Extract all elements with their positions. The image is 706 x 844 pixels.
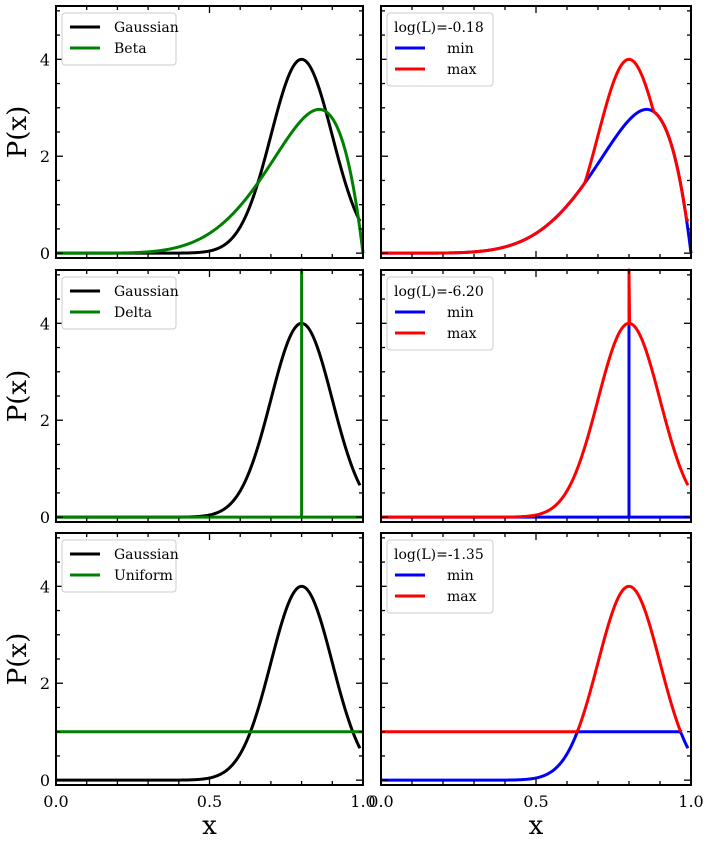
r2-right-legend-label-max: max: [447, 326, 477, 342]
r3-left-xtick-label: 1.0: [350, 792, 375, 811]
r1-left-legend-label-gaussian: Gaussian: [114, 20, 179, 36]
r2-right-legend-label-min: min: [447, 305, 474, 321]
r2-right-series-min: [381, 321, 691, 519]
r3-left-ytick-label: 0: [40, 771, 50, 790]
r2-left-legend-label-delta: Delta: [114, 305, 152, 321]
r3-right-xtick-label: 0.5: [523, 792, 548, 811]
r2-left-ytick-label: 0: [40, 508, 50, 527]
r1-left-ytick-label: 0: [40, 244, 50, 263]
r3-left-legend-label-gaussian: Gaussian: [114, 547, 179, 563]
r2-right-legend-title: log(L)=-6.20: [394, 284, 484, 300]
r1-left-ytick-label: 4: [40, 50, 50, 69]
r1-right-series-max: [381, 57, 690, 255]
r1-left-series-beta: [56, 107, 365, 255]
r3-right-series-max: [381, 584, 683, 734]
r2-left-series-gaussian: [56, 321, 362, 519]
r3-left-xtick-label: 0.5: [197, 792, 222, 811]
row-1-ylabel: P(x): [3, 106, 33, 158]
r3-left-series-gaussian: [56, 584, 362, 782]
r2-left-ytick-label: 4: [40, 314, 50, 333]
r2-left-legend-label-gaussian: Gaussian: [114, 284, 179, 300]
r1-right-legend-label-max: max: [447, 62, 477, 78]
row-3-ylabel: P(x): [3, 633, 33, 685]
r3-right-xtick-label: 1.0: [678, 792, 703, 811]
xlabel-col-2: x: [529, 811, 544, 841]
r1-left-legend-label-beta: Beta: [114, 41, 147, 57]
row-2-ylabel: P(x): [3, 370, 33, 422]
r3-right-xtick-label: 0.0: [368, 792, 393, 811]
r2-left-ytick-label: 2: [40, 411, 50, 430]
r3-left-ytick-label: 4: [40, 577, 50, 596]
r3-right-series-min: [381, 730, 690, 782]
r3-right-legend-label-min: min: [447, 568, 474, 584]
r3-right-legend-label-max: max: [447, 589, 477, 605]
r1-right-legend-title: log(L)=-0.18: [394, 20, 484, 36]
xlabel-col-1: x: [202, 811, 217, 841]
r3-left-ytick-label: 2: [40, 674, 50, 693]
r1-right-legend-label-min: min: [447, 41, 474, 57]
r1-left-ytick-label: 2: [40, 147, 50, 166]
r3-right-legend-title: log(L)=-1.35: [394, 547, 484, 563]
r3-left-xtick-label: 0.0: [43, 792, 68, 811]
r3-left-legend-label-uniform: Uniform: [114, 568, 173, 584]
r1-left-series-gaussian: [56, 57, 362, 255]
